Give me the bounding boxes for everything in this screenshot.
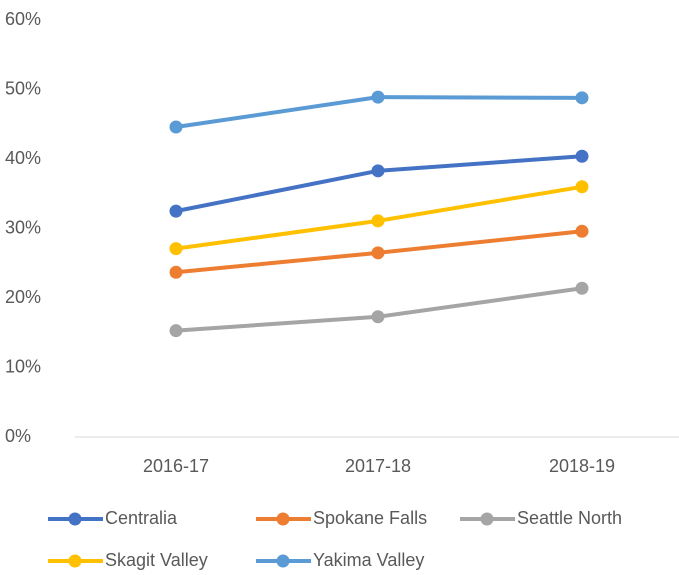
legend-label: Spokane Falls bbox=[313, 508, 427, 528]
series-marker bbox=[575, 149, 589, 163]
y-tick-label: 60% bbox=[5, 9, 41, 29]
series-marker bbox=[169, 204, 183, 218]
legend-label: Seattle North bbox=[517, 508, 622, 528]
series-marker bbox=[371, 310, 385, 324]
series-marker bbox=[575, 281, 589, 295]
x-tick-label: 2018-19 bbox=[549, 456, 615, 476]
legend-label: Skagit Valley bbox=[105, 550, 208, 570]
y-tick-label: 30% bbox=[5, 217, 41, 237]
series-marker bbox=[371, 90, 385, 104]
y-tick-label: 0% bbox=[5, 426, 31, 446]
y-tick-label: 50% bbox=[5, 78, 41, 98]
y-tick-label: 10% bbox=[5, 356, 41, 376]
legend-marker bbox=[68, 512, 82, 526]
series-marker bbox=[371, 246, 385, 260]
legend-label: Centralia bbox=[105, 508, 178, 528]
series-marker bbox=[169, 242, 183, 256]
legend-label: Yakima Valley bbox=[313, 550, 424, 570]
series-marker bbox=[575, 180, 589, 194]
y-tick-label: 40% bbox=[5, 148, 41, 168]
series-line bbox=[175, 286, 583, 333]
y-tick-label: 20% bbox=[5, 287, 41, 307]
legend-marker bbox=[68, 554, 82, 568]
legend-marker bbox=[276, 554, 290, 568]
legend-marker bbox=[480, 512, 494, 526]
series-marker bbox=[575, 224, 589, 238]
series-marker bbox=[169, 324, 183, 338]
legend-marker bbox=[276, 512, 290, 526]
series-marker bbox=[371, 214, 385, 228]
series-marker bbox=[371, 164, 385, 178]
x-tick-label: 2017-18 bbox=[345, 456, 411, 476]
series-marker bbox=[575, 91, 589, 105]
series-marker bbox=[169, 120, 183, 134]
series-marker bbox=[169, 265, 183, 279]
x-tick-label: 2016-17 bbox=[143, 456, 209, 476]
